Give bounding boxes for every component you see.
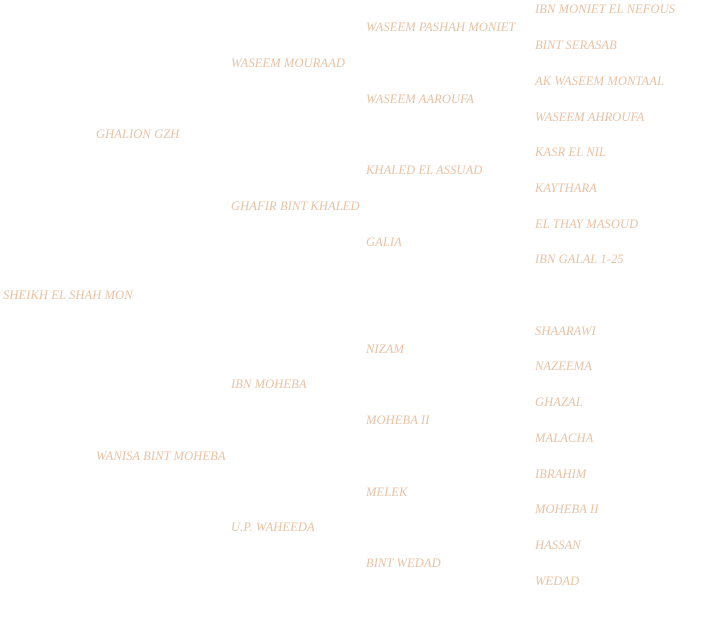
gen3-ancestor-5: NIZAM bbox=[366, 342, 404, 356]
gen3-ancestor-8: BINT WEDAD bbox=[366, 556, 441, 570]
gen3-ancestor-1: WASEEM PASHAH MONIET bbox=[366, 20, 516, 34]
gen4-ancestor-9: SHAARAWI bbox=[535, 324, 596, 338]
gen4-ancestor-8: IBN GALAL 1-25 bbox=[535, 252, 624, 266]
gen4-ancestor-1: IBN MONIET EL NEFOUS bbox=[535, 2, 676, 16]
gen4-ancestor-6: KAYTHARA bbox=[535, 181, 597, 195]
gen4-ancestor-5: KASR EL NIL bbox=[535, 145, 607, 159]
gen4-ancestor-12: MALACHA bbox=[535, 431, 594, 445]
maternal-grandsire-name: IBN MOHEBA bbox=[231, 377, 307, 391]
gen3-ancestor-2: WASEEM AAROUFA bbox=[366, 92, 475, 106]
gen4-ancestor-3: AK WASEEM MONTAAL bbox=[535, 74, 665, 88]
gen4-ancestor-4: WASEEM AHROUFA bbox=[535, 110, 645, 124]
maternal-granddam-name: U.P. WAHEEDA bbox=[231, 520, 315, 534]
paternal-granddam-name: GHAFIR BINT KHALED bbox=[231, 199, 360, 213]
gen4-ancestor-2: BINT SERASAB bbox=[535, 38, 617, 52]
gen3-ancestor-7: MELEK bbox=[366, 485, 408, 499]
subject-horse-name: SHEIKH EL SHAH MON bbox=[3, 288, 133, 302]
gen4-ancestor-14: MOHEBA II bbox=[535, 502, 599, 516]
paternal-grandsire-name: WASEEM MOURAAD bbox=[231, 56, 346, 70]
gen4-ancestor-11: GHAZAL bbox=[535, 395, 583, 409]
gen4-ancestor-10: NAZEEMA bbox=[535, 359, 592, 373]
gen3-ancestor-3: KHALED EL ASSUAD bbox=[366, 163, 483, 177]
dam-name: WANISA BINT MOHEBA bbox=[96, 449, 226, 463]
gen4-ancestor-7: EL THAY MASOUD bbox=[535, 217, 639, 231]
gen4-ancestor-15: HASSAN bbox=[535, 538, 581, 552]
gen4-ancestor-13: IBRAHIM bbox=[535, 467, 587, 481]
gen4-ancestor-16: WEDAD bbox=[535, 574, 580, 588]
gen3-ancestor-6: MOHEBA II bbox=[366, 413, 430, 427]
sire-name: GHALION GZH bbox=[96, 127, 180, 141]
gen3-ancestor-4: GALIA bbox=[366, 235, 402, 249]
